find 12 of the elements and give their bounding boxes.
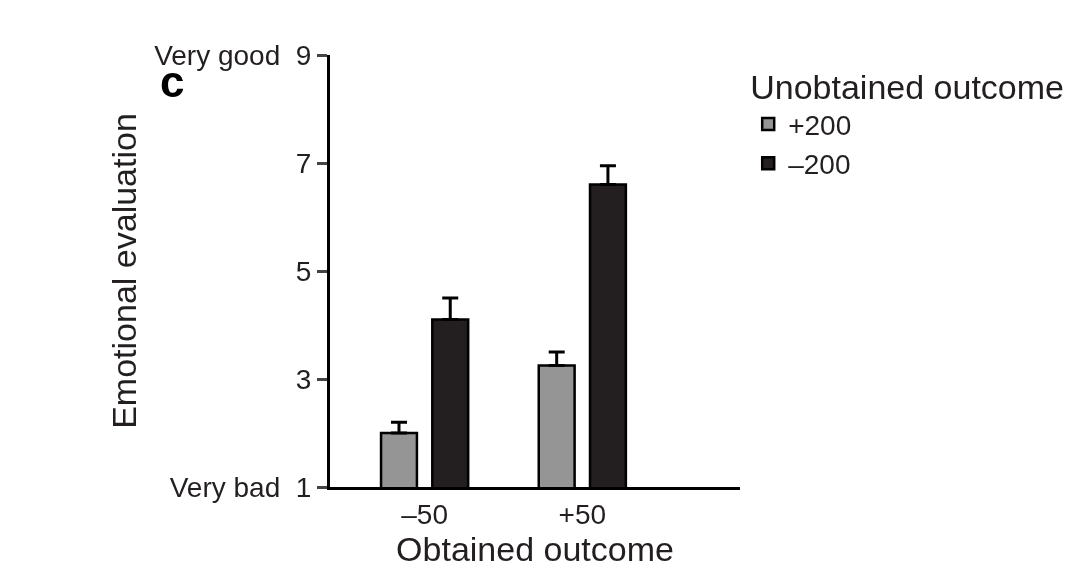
legend-title: Unobtained outcome xyxy=(750,68,1064,107)
x-tick-label: –50 xyxy=(401,498,448,530)
x-tick-label: +50 xyxy=(558,498,607,530)
y-tick-label: 5 xyxy=(295,255,312,287)
legend-label: –200 xyxy=(788,149,851,181)
x-axis-title: Obtained outcome xyxy=(396,529,674,568)
y-axis-title: Emotional evaluation xyxy=(104,113,143,429)
y-tick-label: Very bad 1 xyxy=(169,471,312,503)
y-tick-label: 3 xyxy=(295,363,312,395)
y-tick-label: 7 xyxy=(295,147,312,179)
y-tick-label: Very good 9 xyxy=(154,39,312,71)
legend-label: +200 xyxy=(788,109,852,141)
